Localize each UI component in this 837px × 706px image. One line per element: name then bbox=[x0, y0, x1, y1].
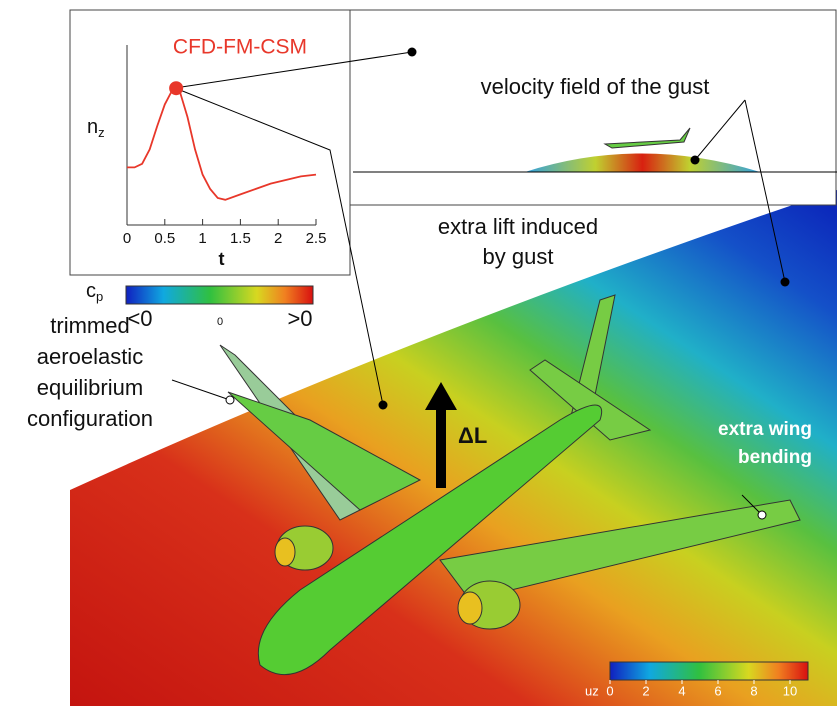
trim-label: equilibrium bbox=[37, 375, 143, 400]
gust-label: velocity field of the gust bbox=[481, 74, 710, 99]
uz-tick-label: 10 bbox=[783, 683, 797, 698]
figure: ΔL velocity field of the gust extra lift… bbox=[0, 0, 837, 706]
x-axis-label: t bbox=[219, 249, 225, 269]
cp-label: >0 bbox=[287, 306, 312, 331]
cp-title-base: c bbox=[86, 280, 96, 302]
uz-tick-label: 6 bbox=[714, 683, 721, 698]
cp-title: cp bbox=[86, 280, 103, 304]
cp-title-sub: p bbox=[96, 289, 103, 304]
x-tick-label: 1.5 bbox=[230, 230, 251, 247]
trim-label: trimmed bbox=[50, 313, 129, 338]
uz-tick-label: 8 bbox=[750, 683, 757, 698]
cp-colorbar bbox=[126, 286, 313, 304]
bending-label: bending bbox=[738, 447, 812, 468]
bending-label: extra wing bbox=[718, 419, 812, 440]
uz-tick-label: 0 bbox=[606, 683, 613, 698]
highlight-point bbox=[169, 81, 183, 95]
lift-label: by gust bbox=[483, 244, 554, 269]
uz-tick-label: 2 bbox=[642, 683, 649, 698]
y-label-base: n bbox=[87, 116, 98, 138]
uz-tick-label: 4 bbox=[678, 683, 685, 698]
lift-label: extra lift induced bbox=[438, 214, 598, 239]
delta-lift-label: ΔL bbox=[458, 423, 487, 448]
cp-label: <0 bbox=[127, 306, 152, 331]
x-tick-label: 0 bbox=[123, 230, 131, 247]
uz-title: uz bbox=[585, 683, 599, 698]
uz-colorbar bbox=[610, 662, 808, 680]
x-tick-label: 2.5 bbox=[306, 230, 327, 247]
x-tick-label: 2 bbox=[274, 230, 282, 247]
gust-panel bbox=[350, 10, 836, 205]
x-tick-label: 0.5 bbox=[154, 230, 175, 247]
x-tick-label: 1 bbox=[198, 230, 206, 247]
chart-title: CFD-FM-CSM bbox=[173, 36, 307, 59]
trim-label: aeroelastic bbox=[37, 344, 143, 369]
y-label-sub: z bbox=[98, 125, 105, 140]
trim-label: configuration bbox=[27, 406, 153, 431]
cp-label: 0 bbox=[217, 316, 223, 328]
